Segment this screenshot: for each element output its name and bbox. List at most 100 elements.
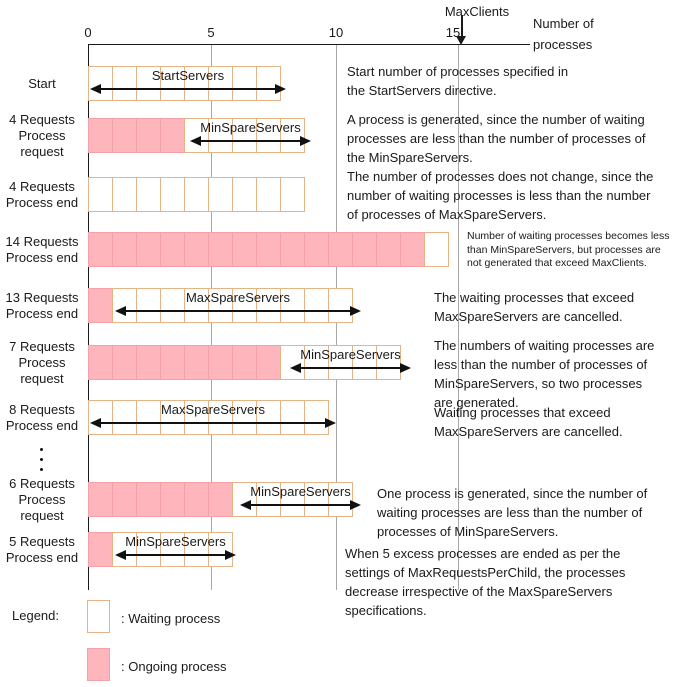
- process-bar: [88, 66, 281, 101]
- ongoing-process-cell: [88, 288, 113, 323]
- ongoing-process-cell: [184, 232, 209, 267]
- span-arrow-label: MinSpareServers: [300, 347, 401, 362]
- row-description: A process is generated, since the number…: [347, 112, 646, 165]
- ongoing-process-cell: [88, 482, 113, 517]
- waiting-process-cell: [424, 232, 449, 267]
- waiting-process-cell: [256, 177, 281, 212]
- waiting-process-cell: [160, 177, 185, 212]
- ongoing-process-cell: [208, 345, 233, 380]
- span-arrow-line: [242, 504, 359, 506]
- span-arrow-label: MinSpareServers: [250, 484, 351, 499]
- row-description: The waiting processes that exceed MaxSpa…: [434, 290, 635, 324]
- legend-waiting-swatch: [87, 600, 110, 633]
- row-label: 8 Requests Process end: [5, 401, 79, 433]
- arrow-right-icon: [350, 306, 361, 316]
- maxclients-arrow-icon: [461, 15, 463, 37]
- waiting-process-cell: [328, 288, 353, 323]
- legend-ongoing-swatch: [87, 648, 110, 681]
- waiting-process-cell: [208, 118, 233, 153]
- span-arrow-label: MinSpareServers: [125, 534, 226, 549]
- waiting-process-cell: [112, 66, 137, 101]
- waiting-process-cell: [136, 400, 161, 435]
- ongoing-process-cell: [88, 532, 113, 567]
- arrow-left-icon: [90, 84, 101, 94]
- arrow-right-icon: [400, 363, 411, 373]
- waiting-process-cell: [184, 400, 209, 435]
- waiting-process-cell: [328, 482, 353, 517]
- row-description: Start number of processes specified in t…: [347, 64, 569, 98]
- arrow-left-icon: [190, 136, 201, 146]
- axis-tick-label: 10: [328, 25, 344, 40]
- ongoing-process-cell: [232, 345, 257, 380]
- arrow-right-icon: [350, 500, 361, 510]
- axis-unit-label: Number of processes: [533, 16, 594, 52]
- maxclients-arrowhead-icon: [456, 36, 466, 45]
- waiting-process-cell: [280, 400, 305, 435]
- process-bar: [88, 532, 233, 567]
- axis-line: [88, 44, 530, 45]
- ongoing-process-cell: [88, 232, 113, 267]
- ongoing-process-cell: [160, 118, 185, 153]
- waiting-process-cell: [136, 532, 161, 567]
- span-arrow-line: [117, 554, 234, 556]
- waiting-process-cell: [208, 400, 233, 435]
- row-description: The number of processes does not change,…: [347, 169, 654, 222]
- waiting-process-cell: [304, 288, 329, 323]
- ongoing-process-cell: [112, 482, 137, 517]
- ongoing-process-cell: [160, 482, 185, 517]
- waiting-process-cell: [184, 288, 209, 323]
- ellipsis-dot: [40, 458, 43, 461]
- legend-ongoing-label: : Ongoing process: [121, 659, 227, 674]
- waiting-process-cell: [208, 532, 233, 567]
- span-arrow-label: MaxSpareServers: [160, 402, 266, 417]
- waiting-process-cell: [208, 177, 233, 212]
- span-arrow: MinSpareServers: [288, 345, 413, 380]
- waiting-process-cell: [136, 66, 161, 101]
- gridline: [458, 44, 459, 590]
- span-arrow: MaxSpareServers: [113, 288, 363, 323]
- row-label: 5 Requests Process end: [5, 533, 79, 565]
- legend-title: Legend:: [12, 608, 59, 623]
- waiting-process-cell: [232, 177, 257, 212]
- span-arrow-line: [92, 422, 334, 424]
- waiting-process-cell: [160, 400, 185, 435]
- waiting-process-cell: [376, 345, 401, 380]
- ongoing-process-cell: [256, 232, 281, 267]
- axis-tick-label: 5: [207, 25, 215, 40]
- span-arrow: StartServers: [88, 66, 288, 101]
- row-label: 4 Requests Process request: [9, 111, 75, 159]
- ongoing-process-cell: [328, 232, 353, 267]
- ongoing-process-cell: [112, 345, 137, 380]
- ongoing-process-cell: [232, 232, 257, 267]
- process-bar: [88, 345, 401, 380]
- process-bar: [88, 118, 305, 153]
- waiting-process-cell: [184, 177, 209, 212]
- arrow-right-icon: [300, 136, 311, 146]
- span-arrow: MaxSpareServers: [88, 400, 338, 435]
- arrow-left-icon: [90, 418, 101, 428]
- span-arrow: MinSpareServers: [238, 482, 363, 517]
- arrow-right-icon: [275, 84, 286, 94]
- waiting-process-cell: [304, 400, 329, 435]
- row-description: The numbers of waiting processes are les…: [434, 338, 655, 410]
- waiting-process-cell: [136, 288, 161, 323]
- arrow-left-icon: [115, 550, 126, 560]
- row-description: Number of waiting processes becomes less…: [467, 230, 670, 269]
- ongoing-process-cell: [400, 232, 425, 267]
- waiting-process-cell: [232, 288, 257, 323]
- row-label: Start: [28, 75, 56, 91]
- row-description: One process is generated, since the numb…: [377, 486, 648, 539]
- ongoing-process-cell: [112, 118, 137, 153]
- row-label: 13 Requests Process end: [5, 289, 79, 321]
- span-arrow-line: [92, 88, 284, 90]
- waiting-process-cell: [232, 482, 257, 517]
- process-bar: [88, 482, 353, 517]
- arrow-left-icon: [240, 500, 251, 510]
- process-bar: [88, 400, 329, 435]
- ongoing-process-cell: [184, 345, 209, 380]
- maxclients-label: MaxClients: [444, 4, 510, 19]
- waiting-process-cell: [256, 400, 281, 435]
- process-bar: [88, 232, 449, 267]
- arrow-left-icon: [290, 363, 301, 373]
